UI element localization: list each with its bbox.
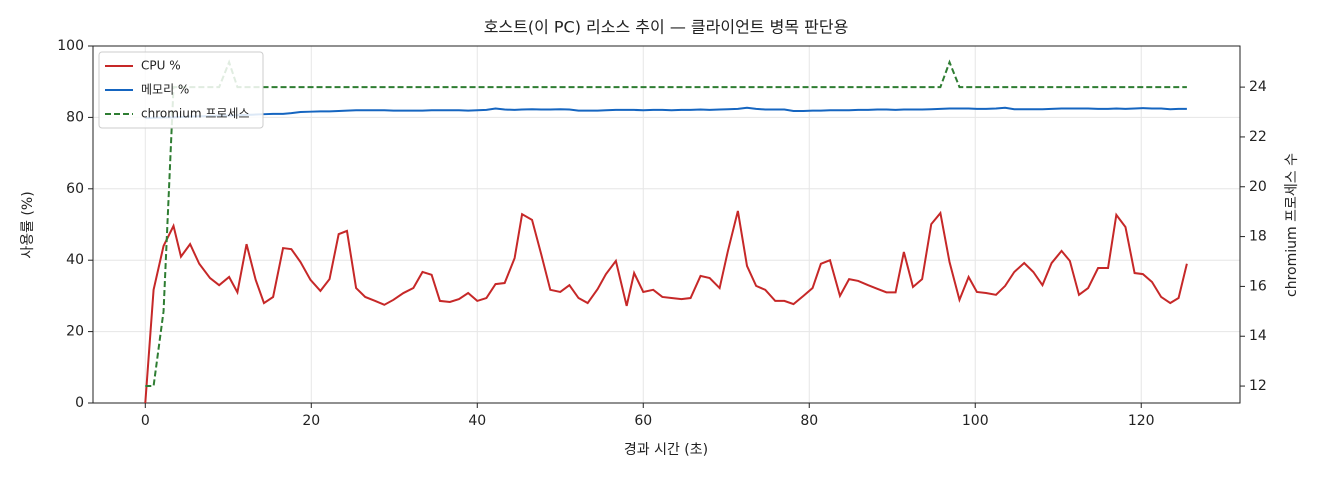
x-tick-label: 80 bbox=[800, 413, 818, 429]
x-tick-label: 20 bbox=[302, 413, 320, 429]
x-axis-label: 경과 시간 (초) bbox=[624, 442, 708, 458]
y2-tick-label: 16 bbox=[1249, 278, 1267, 294]
y-tick-label: 0 bbox=[75, 395, 84, 411]
legend-label: chromium 프로세스 bbox=[141, 107, 250, 121]
y2-tick-label: 14 bbox=[1249, 328, 1267, 344]
y-tick-label: 60 bbox=[66, 181, 84, 197]
y2-tick-label: 18 bbox=[1249, 229, 1267, 245]
series-line bbox=[145, 59, 1187, 388]
legend-label: 메모리 % bbox=[141, 83, 189, 97]
x-tick-label: 0 bbox=[141, 413, 150, 429]
y2-tick-label: 20 bbox=[1249, 179, 1267, 195]
x-tick-label: 100 bbox=[962, 413, 989, 429]
y-tick-label: 80 bbox=[66, 109, 84, 125]
legend-box bbox=[98, 51, 264, 129]
x-tick-label: 60 bbox=[634, 413, 652, 429]
legend-label: CPU % bbox=[141, 59, 181, 73]
series-line bbox=[145, 106, 1187, 120]
plot-frame bbox=[92, 45, 1241, 404]
y-tick-label: 20 bbox=[66, 324, 84, 340]
series-line bbox=[144, 210, 1188, 404]
y2-axis-label: chromium 프로세스 수 bbox=[1284, 153, 1300, 297]
y2-tick-label: 12 bbox=[1249, 378, 1267, 394]
y2-tick-label: 24 bbox=[1249, 79, 1267, 95]
x-tick-label: 120 bbox=[1128, 413, 1155, 429]
y-tick-label: 100 bbox=[57, 38, 84, 54]
x-tick-label: 40 bbox=[468, 413, 486, 429]
y-axis-label: 사용률 (%) bbox=[20, 191, 36, 258]
y-tick-label: 40 bbox=[66, 252, 84, 268]
chart-title: 호스트(이 PC) 리소스 추이 — 클라이언트 병목 판단용 bbox=[484, 18, 849, 37]
y2-tick-label: 22 bbox=[1249, 129, 1267, 145]
